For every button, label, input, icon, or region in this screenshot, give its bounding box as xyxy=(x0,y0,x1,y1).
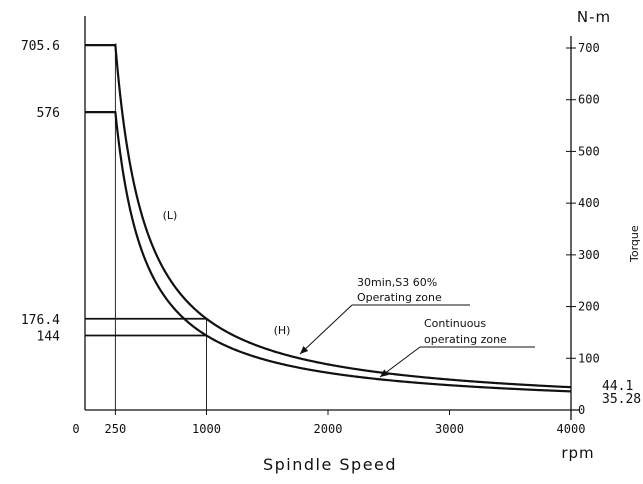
left-value-label-3: 144 xyxy=(37,330,61,345)
y-tick-label-300: 300 xyxy=(578,248,600,262)
left-value-label-2: 176.4 xyxy=(21,313,60,328)
annotation-continuous-line1: Continuous xyxy=(424,317,486,330)
guides-layer xyxy=(114,45,207,410)
y-tick-label-500: 500 xyxy=(578,144,600,158)
x-unit-label: rpm xyxy=(561,444,594,462)
series-line-0 xyxy=(85,42,572,389)
annotation-L: (L) xyxy=(163,209,178,222)
y-tick-label-700: 700 xyxy=(578,41,600,55)
annotation-s3-leader xyxy=(299,304,353,355)
y-tick-label-200: 200 xyxy=(578,300,600,314)
right-value-label-1: 35.28 xyxy=(602,392,641,407)
annotation-continuous-line2: operating zone xyxy=(424,333,507,346)
annotation-s3-line2: Operating zone xyxy=(357,291,442,304)
y-tick-label-0: 0 xyxy=(578,403,585,417)
x-tick-label-1000: 1000 xyxy=(192,422,221,436)
series-line-1 xyxy=(85,111,572,393)
series-layer xyxy=(85,42,572,393)
x-tick-label-250: 250 xyxy=(105,422,127,436)
labels-layer: 0 100 200 300 400 500 600 700 N-m Torque 250 1000 20… xyxy=(21,8,641,474)
right-value-label-0: 44.1 xyxy=(602,379,633,394)
axes-layer xyxy=(84,16,579,420)
annotation-continuous-leader xyxy=(379,346,421,378)
left-value-label-0: 705.6 xyxy=(21,39,60,54)
x-tick-label-2000: 2000 xyxy=(314,422,343,436)
y-axis-title: Torque xyxy=(628,225,641,263)
annotation-s3-line1: 30min,S3 60% xyxy=(357,276,437,289)
y-tick-label-600: 600 xyxy=(578,93,600,107)
x-axis-title: Spindle Speed xyxy=(263,455,397,474)
y-unit-label: N-m xyxy=(577,8,611,26)
x-tick-label-3000: 3000 xyxy=(435,422,464,436)
y-tick-label-400: 400 xyxy=(578,196,600,210)
left-value-label-1: 576 xyxy=(37,106,60,121)
y-tick-label-100: 100 xyxy=(578,351,600,365)
annotation-H: (H) xyxy=(274,324,291,337)
annotation-continuous-arrowhead xyxy=(380,369,389,377)
annotation-s3-arrowhead xyxy=(300,345,309,354)
x-tick-label-4000: 4000 xyxy=(557,422,586,436)
x-origin-label: 0 xyxy=(72,422,79,436)
